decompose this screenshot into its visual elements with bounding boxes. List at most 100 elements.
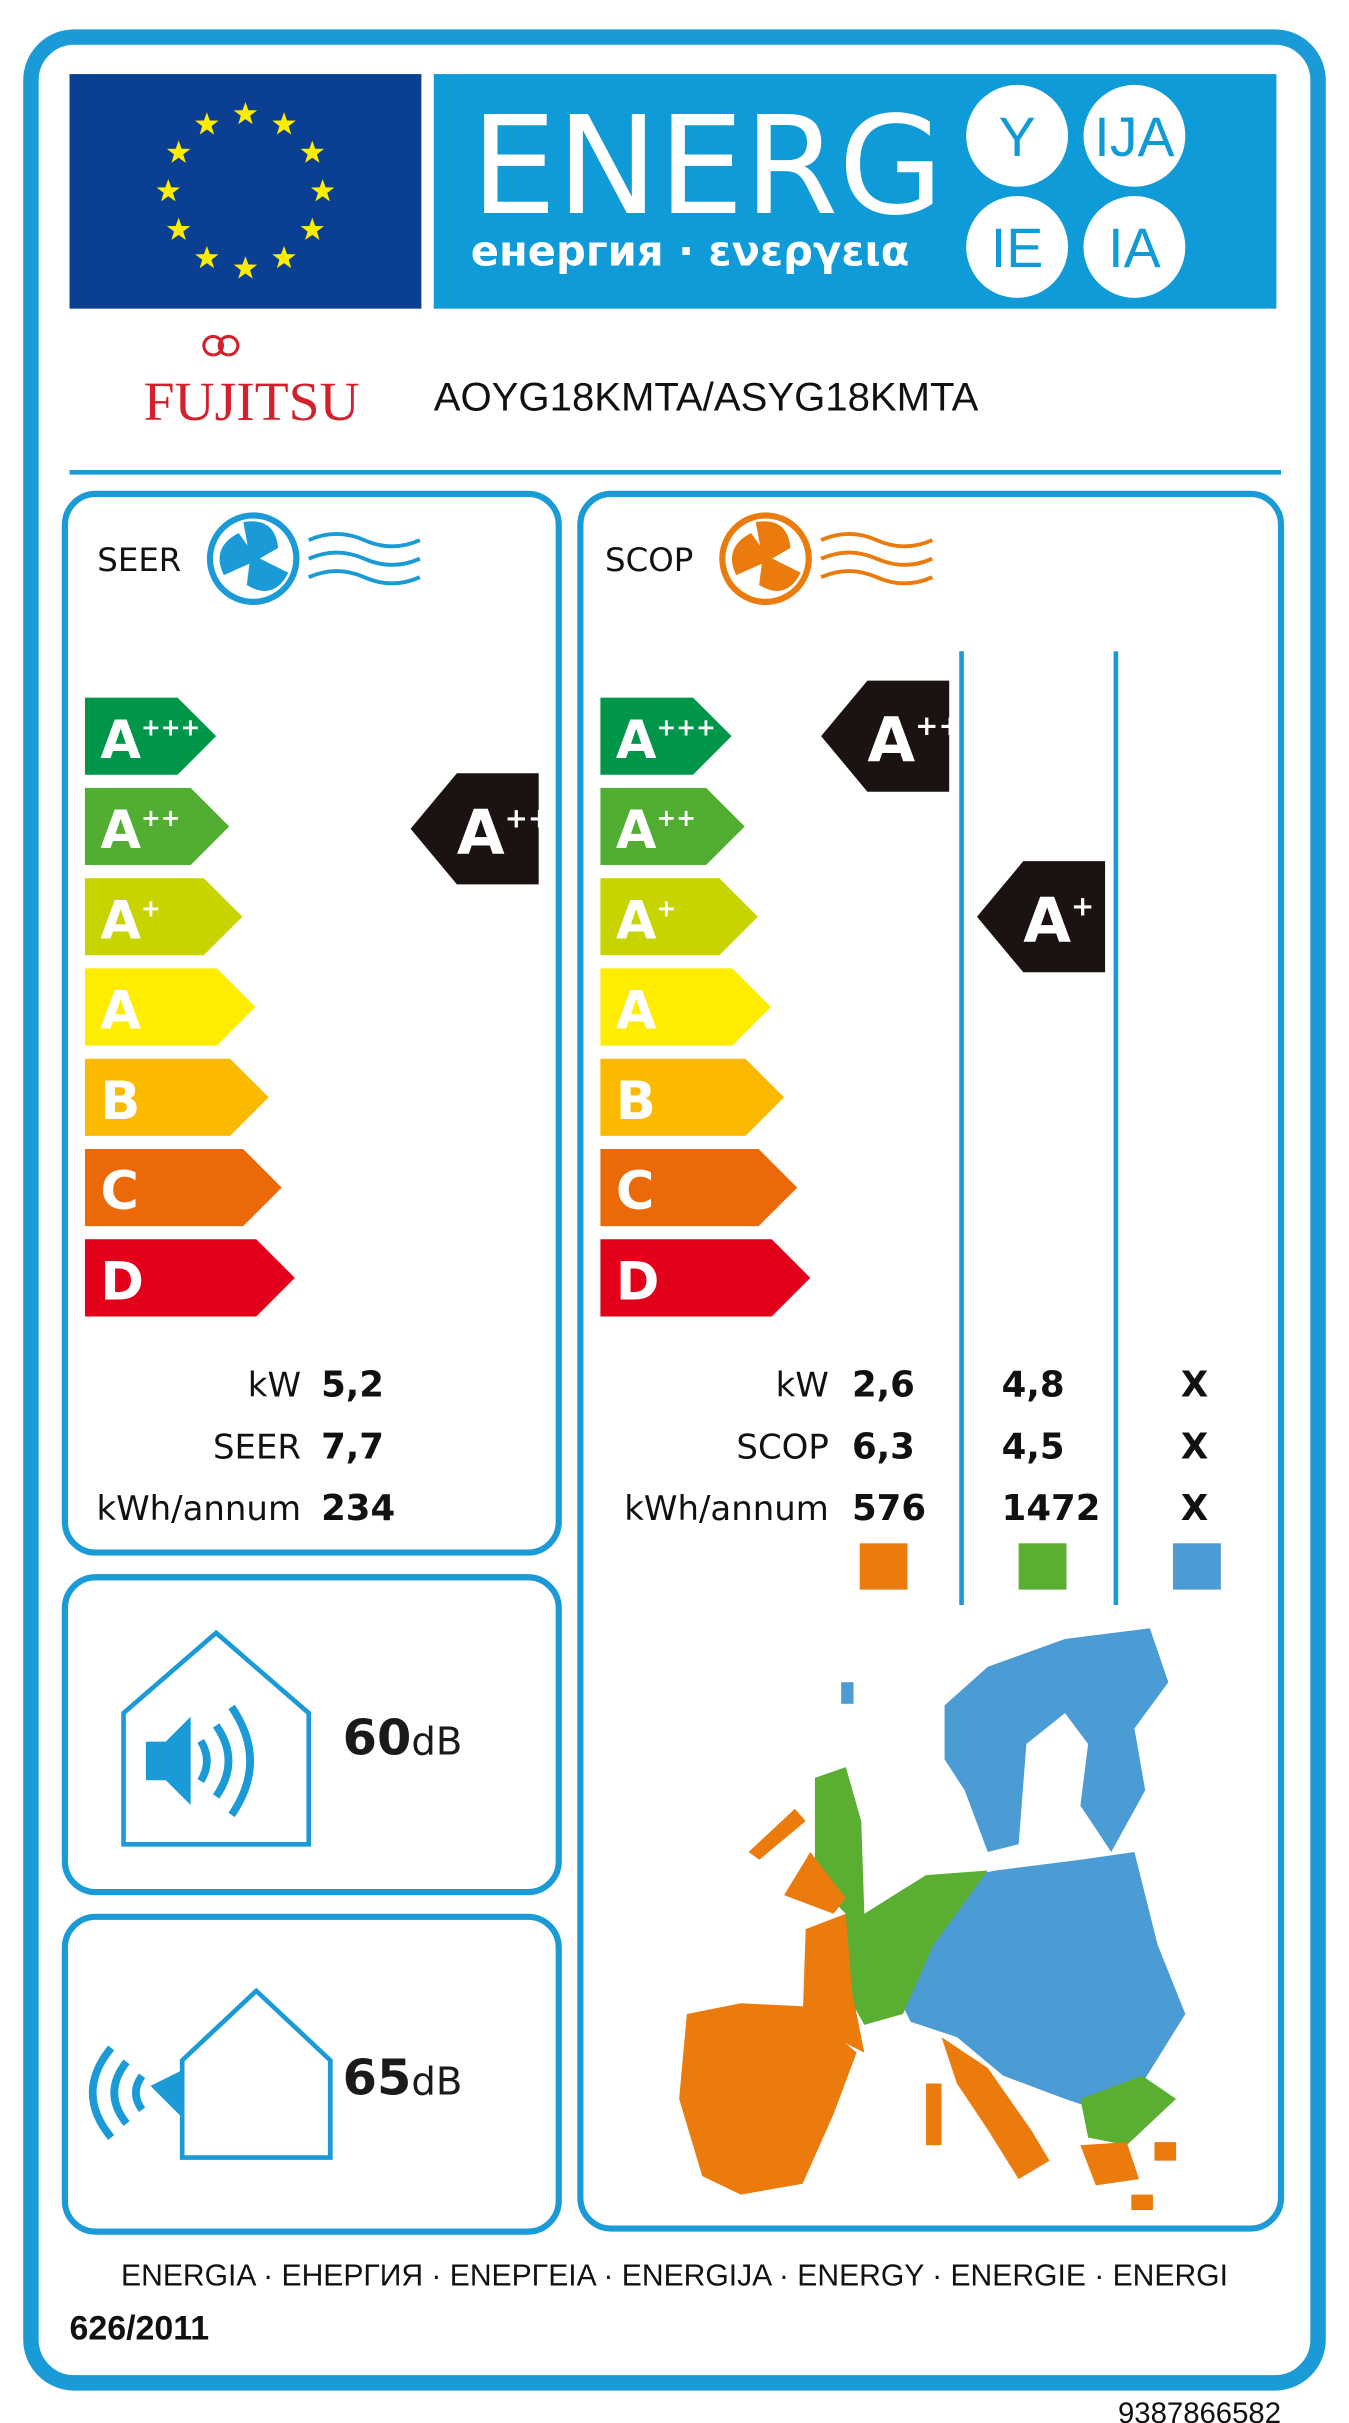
class-letter: A [616,710,657,771]
row-value: X [1181,1365,1208,1406]
row-value: X [1181,1488,1208,1529]
star [310,179,335,202]
noise-unit: dB [411,2059,462,2104]
class-letter: B [616,1071,656,1132]
class-text: A+++ [100,710,200,771]
class-text: A+ [100,890,160,951]
suffix-circles: Y IJA IE IA [966,84,1186,298]
class-letter: A [867,704,915,776]
cooling-icon [206,512,421,605]
class-text: A+++ [616,710,716,771]
class-letter: A [616,890,657,951]
class-letter: D [100,1251,144,1312]
class-arrow [84,1239,295,1317]
row-value: 7,7 [321,1426,384,1467]
row-value: 234 [321,1488,395,1529]
row-value: 6,3 [852,1426,915,1467]
heating-panel [577,490,1285,2232]
class-text: A+ [616,890,676,951]
star [300,217,325,240]
star [233,101,258,125]
class-plus: +++ [915,709,985,742]
class-arrow [84,1148,282,1227]
suffix-circle [966,196,1069,298]
class-text: D [100,1251,144,1312]
brand: FUJITSU [144,371,360,433]
row-label: kW [248,1366,301,1406]
class-arrow [600,1058,785,1136]
class-text: B [100,1071,140,1132]
class-text: A++ [457,796,551,868]
class-text: C [616,1161,655,1222]
class-letter: C [100,1161,139,1222]
suffix: IE [991,217,1043,279]
class-arrow [600,968,771,1046]
star [166,140,191,163]
row-value: X [1181,1426,1208,1467]
class-letter: A [100,890,141,951]
energy-title: ENERG [471,88,944,246]
class-arrow [600,1239,811,1317]
class-arrow [84,787,230,866]
eu-stars [156,101,335,279]
class-text: A+++ [867,704,985,776]
star [300,140,325,163]
class-plus: ++ [141,804,181,832]
row-label: SEER [213,1427,301,1467]
zone-average [1018,1543,1067,1590]
regulation: 626/2011 [70,2310,210,2348]
class-letter: A [457,796,505,868]
class-arrow [84,968,256,1046]
class-text: D [616,1251,660,1312]
class-arrow [84,1058,269,1136]
row-value: 5,2 [321,1365,384,1406]
star [195,245,219,269]
class-letter: A [100,800,141,861]
brand-logo [202,334,240,357]
class-plus: ++ [505,802,552,835]
suffix: IJA [1094,106,1174,168]
heating-icon [719,512,934,605]
class-text: A++ [616,800,696,861]
code: 9387866582 [1118,2397,1281,2423]
star [272,112,296,135]
row-label: SCOP [736,1427,828,1467]
row-value: 576 [852,1488,926,1529]
suffix-circle [966,84,1069,187]
class-plus: +++ [656,714,715,742]
class-plus: +++ [141,714,200,742]
energy-subtitle: енергия · ενεργεια [471,226,910,275]
noise-value: 65 [343,2048,412,2106]
star [166,217,191,240]
class-letter: B [100,1071,140,1132]
indoor-noise-icon [121,1629,312,1847]
europe-map [679,1628,1186,2211]
class-text: A [100,981,141,1042]
class-text: A [616,981,657,1042]
zone-warm [859,1543,908,1590]
class-arrow [600,878,758,956]
indoor-noise: 60dB [343,1709,463,1767]
rating-marker [410,773,539,885]
class-arrow [600,1148,798,1227]
noise-value: 60 [343,1709,412,1767]
outdoor-noise-icon [88,1987,333,2160]
class-plus: + [141,894,161,922]
rating-marker [821,680,950,792]
zone-cold [1172,1543,1221,1590]
star [233,256,258,279]
indoor-noise-panel [61,1574,562,1896]
star [195,112,219,135]
class-plus: + [656,894,676,922]
suffix: IA [1108,217,1160,279]
rating-marker [976,861,1106,973]
class-letter: A [616,800,657,861]
outdoor-noise-panel [61,1913,562,2235]
class-text: C [100,1161,139,1222]
class-letter: A [100,710,141,771]
class-arrow [600,787,745,866]
row-label: kW [776,1366,829,1406]
class-arrow [600,697,732,775]
